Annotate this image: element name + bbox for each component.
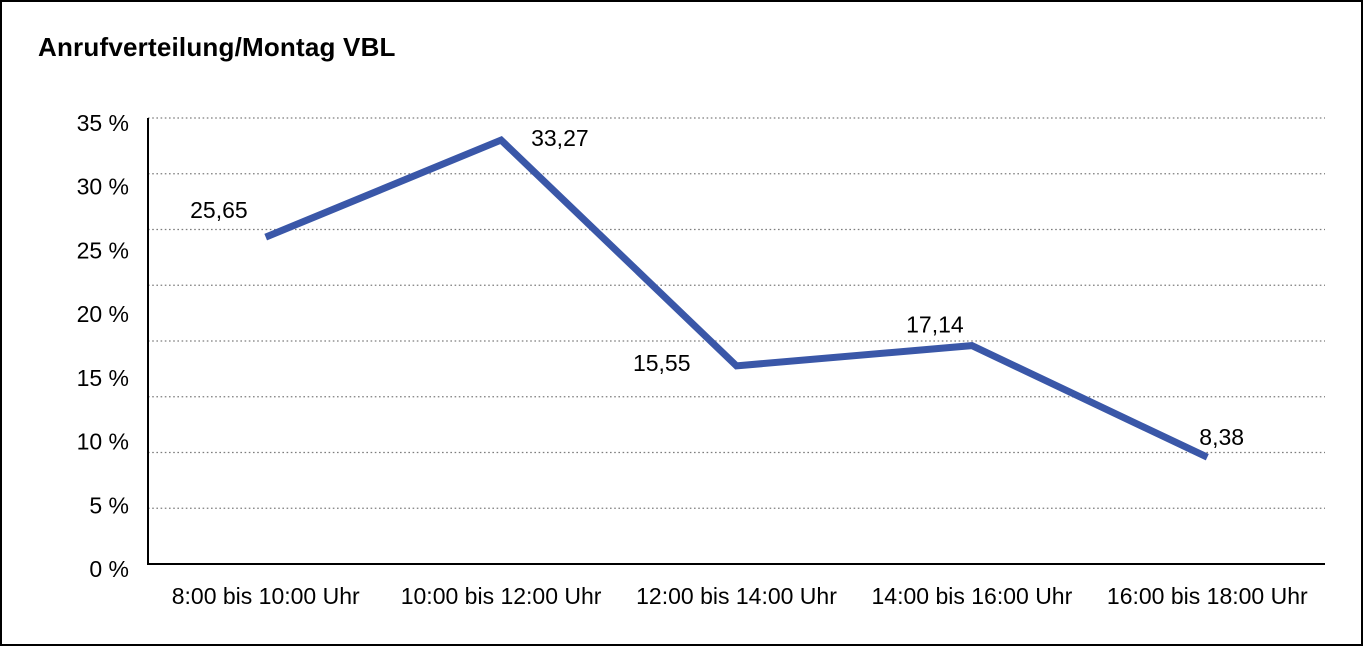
x-tick-label: 10:00 bis 12:00 Uhr (401, 583, 602, 609)
data-point-label: 25,65 (190, 197, 248, 223)
y-tick-label: 35 % (77, 110, 129, 136)
x-tick-label: 14:00 bis 16:00 Uhr (872, 583, 1073, 609)
y-tick-label: 0 % (89, 556, 129, 582)
x-tick-label: 12:00 bis 14:00 Uhr (636, 583, 837, 609)
data-series-line (264, 135, 1209, 461)
y-tick-label: 30 % (77, 174, 129, 200)
y-tick-label: 15 % (77, 365, 129, 391)
y-tick-label: 20 % (77, 301, 129, 327)
data-point-label: 33,27 (531, 125, 589, 151)
x-tick-label: 16:00 bis 18:00 Uhr (1107, 583, 1308, 609)
chart-title: Anrufverteilung/Montag VBL (38, 32, 396, 62)
data-point-label: 17,14 (906, 312, 964, 338)
data-point-label: 15,55 (633, 350, 691, 376)
y-tick-label: 5 % (89, 492, 129, 518)
x-tick-label: 8:00 bis 10:00 Uhr (172, 583, 360, 609)
data-point-label: 8,38 (1199, 424, 1244, 450)
y-tick-label: 25 % (77, 237, 129, 263)
y-tick-label: 10 % (77, 429, 129, 455)
